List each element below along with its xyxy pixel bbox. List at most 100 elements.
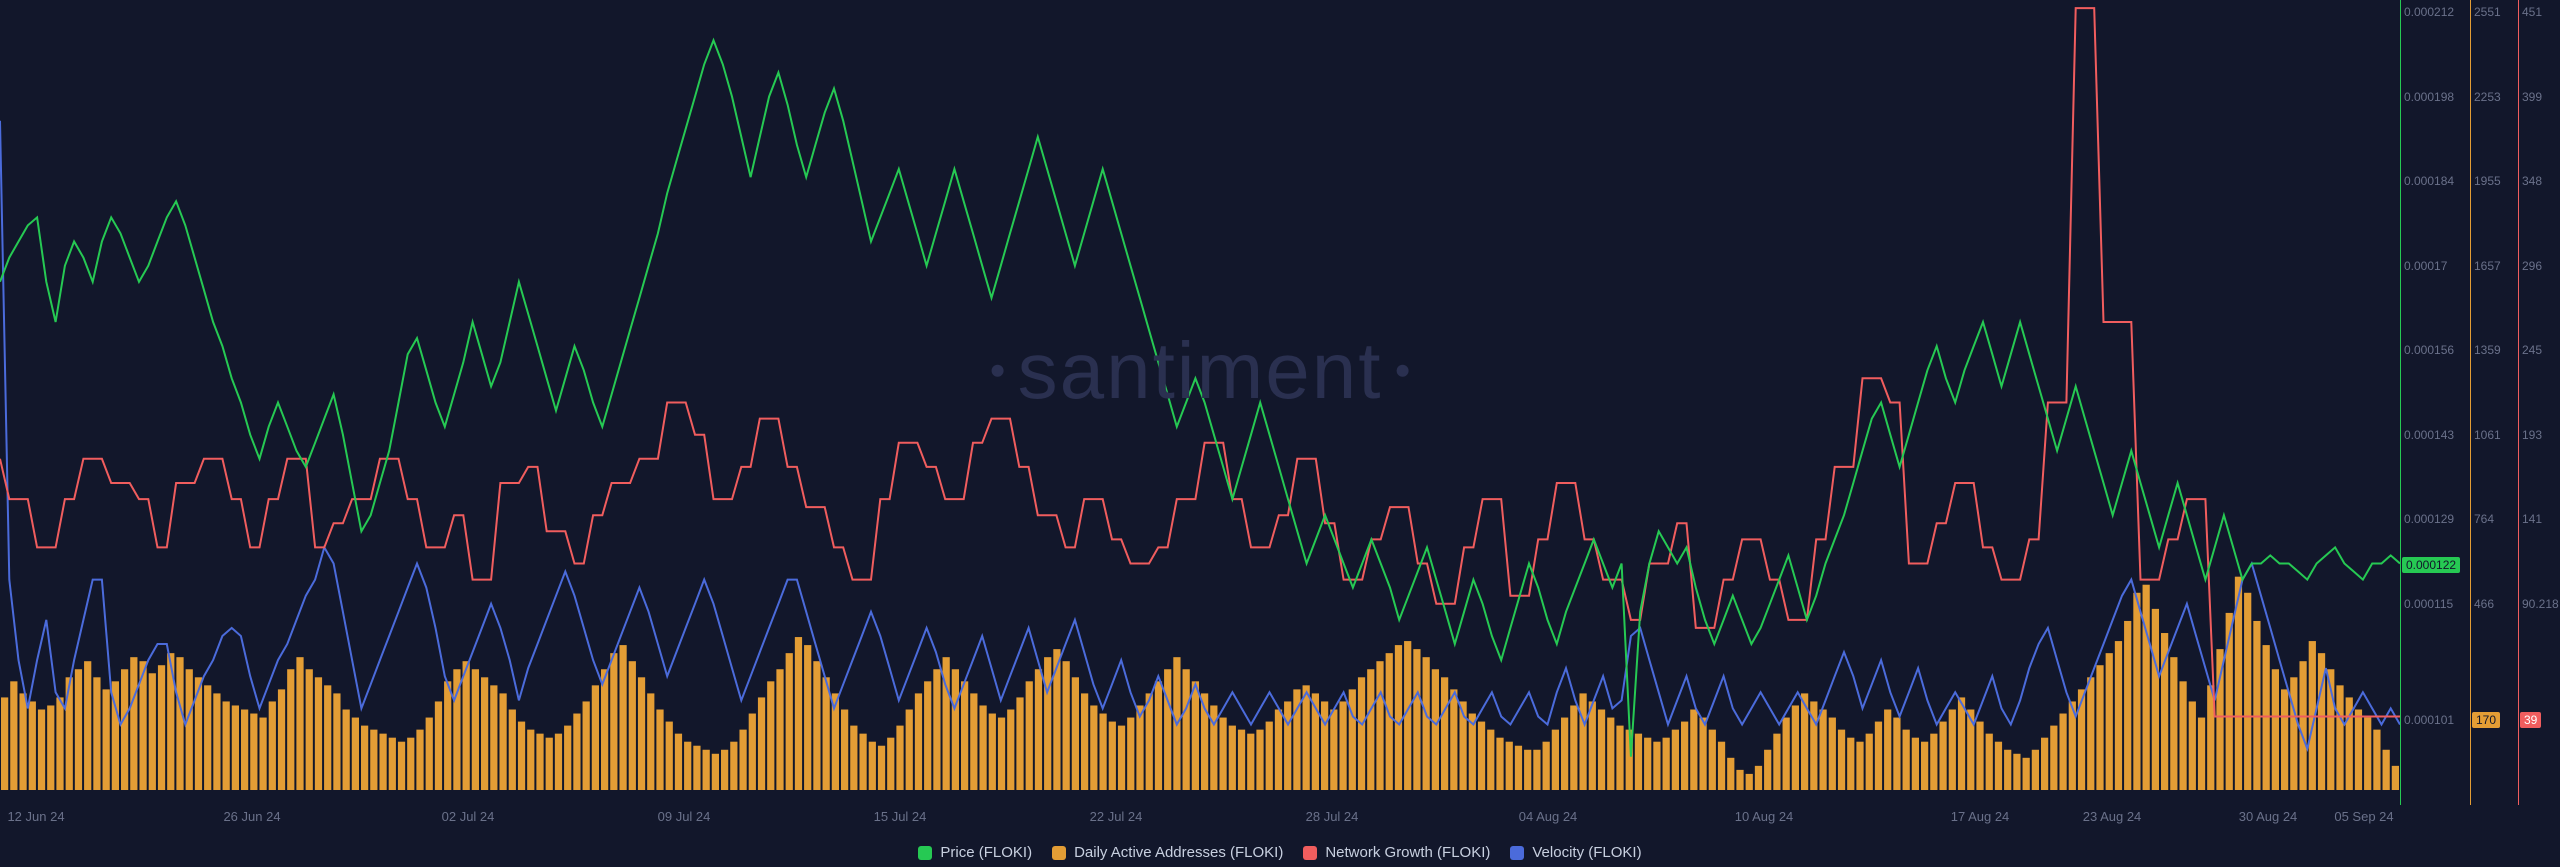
daa-bar <box>232 705 239 790</box>
daa-bar <box>1413 649 1420 790</box>
y-axis-network: 45139934829624519314190.21839 <box>2518 0 2558 805</box>
daa-bar <box>1044 657 1051 790</box>
daa-bar <box>1561 718 1568 790</box>
daa-bar <box>1690 710 1697 791</box>
daa-bar <box>1007 710 1014 791</box>
daa-bar <box>758 697 765 790</box>
daa-bar <box>1986 734 1993 790</box>
y-tick: 1657 <box>2474 259 2501 273</box>
daa-bar <box>2290 677 2297 790</box>
daa-bar <box>1995 742 2002 790</box>
daa-bar <box>1063 661 1070 790</box>
x-tick: 23 Aug 24 <box>2083 809 2142 824</box>
daa-bar <box>1699 718 1706 790</box>
daa-bar <box>2124 621 2131 790</box>
daa-bar <box>149 673 156 790</box>
daa-bar <box>472 669 479 790</box>
daa-bar <box>38 710 45 791</box>
daa-bar <box>1856 742 1863 790</box>
daa-bar <box>656 710 663 791</box>
axis-current-badge: 39 <box>2520 712 2541 728</box>
legend: Price (FLOKI) Daily Active Addresses (FL… <box>0 838 2560 867</box>
daa-bar <box>324 685 331 790</box>
daa-bar <box>2179 681 2186 790</box>
daa-bar <box>1663 738 1670 790</box>
daa-bar <box>739 730 746 790</box>
daa-bar <box>490 685 497 790</box>
daa-bar <box>56 697 63 790</box>
daa-bar <box>2355 710 2362 791</box>
y-tick: 2253 <box>2474 90 2501 104</box>
daa-bar <box>989 714 996 790</box>
legend-label: Daily Active Addresses (FLOKI) <box>1074 844 1283 861</box>
daa-bar <box>306 669 313 790</box>
y-tick: 0.000143 <box>2404 428 2454 442</box>
axis-current-badge: 0.000122 <box>2402 557 2460 573</box>
daa-bar <box>675 734 682 790</box>
daa-bar <box>592 685 599 790</box>
daa-bar <box>1339 701 1346 790</box>
daa-bar <box>776 669 783 790</box>
daa-bar <box>1386 653 1393 790</box>
y-tick: 0.000198 <box>2404 90 2454 104</box>
daa-bar <box>379 734 386 790</box>
daa-bar <box>970 693 977 790</box>
daa-bar <box>1912 738 1919 790</box>
daa-bar <box>952 669 959 790</box>
daa-bar <box>1635 734 1642 790</box>
daa-bar <box>1976 722 1983 790</box>
daa-bar <box>1866 734 1873 790</box>
daa-bar <box>1081 693 1088 790</box>
daa-bar <box>250 714 257 790</box>
daa-bar <box>19 693 26 790</box>
daa-bar <box>1321 701 1328 790</box>
daa-bar <box>1026 681 1033 790</box>
daa-bar <box>1395 645 1402 790</box>
legend-label: Velocity (FLOKI) <box>1532 844 1641 861</box>
legend-item-price[interactable]: Price (FLOKI) <box>918 844 1032 861</box>
daa-bar <box>666 722 673 790</box>
daa-bar <box>1949 710 1956 791</box>
daa-bar <box>1718 742 1725 790</box>
daa-bar <box>1524 750 1531 790</box>
x-tick: 22 Jul 24 <box>1090 809 1143 824</box>
legend-item-daa[interactable]: Daily Active Addresses (FLOKI) <box>1052 844 1283 861</box>
daa-bar <box>749 714 756 790</box>
daa-bar <box>343 710 350 791</box>
daa-bar <box>1155 681 1162 790</box>
daa-bar <box>1847 738 1854 790</box>
y-tick: 451 <box>2522 5 2542 19</box>
daa-bar <box>1884 710 1891 791</box>
daa-bar <box>1053 649 1060 790</box>
daa-bar <box>1127 718 1134 790</box>
x-tick: 09 Jul 24 <box>658 809 711 824</box>
daa-bar <box>518 722 525 790</box>
axis-line <box>2470 0 2471 805</box>
daa-bar <box>721 750 728 790</box>
legend-item-network[interactable]: Network Growth (FLOKI) <box>1303 844 1490 861</box>
daa-bar <box>1579 693 1586 790</box>
daa-bar <box>2115 641 2122 790</box>
daa-bar <box>786 653 793 790</box>
daa-bar <box>1764 750 1771 790</box>
daa-bar <box>2392 766 2399 790</box>
chart-plot-area[interactable]: santiment <box>0 0 2400 805</box>
daa-bar <box>2133 593 2140 790</box>
daa-bar <box>869 742 876 790</box>
daa-bar <box>979 705 986 790</box>
daa-bar <box>481 677 488 790</box>
velocity-line <box>0 121 2400 749</box>
legend-item-velocity[interactable]: Velocity (FLOKI) <box>1510 844 1641 861</box>
daa-bar <box>1266 722 1273 790</box>
daa-bar <box>619 645 626 790</box>
y-tick: 1359 <box>2474 343 2501 357</box>
daa-bar <box>933 669 940 790</box>
daa-bar <box>315 677 322 790</box>
axis-line <box>2400 0 2401 805</box>
daa-bar <box>850 726 857 790</box>
daa-bar <box>1330 710 1337 791</box>
daa-bar <box>795 637 802 790</box>
daa-bar <box>2004 750 2011 790</box>
daa-bar <box>2272 669 2279 790</box>
daa-bar <box>878 746 885 790</box>
